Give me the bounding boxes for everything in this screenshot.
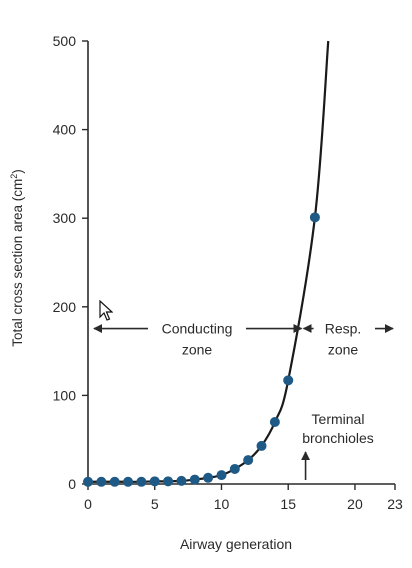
data-point	[256, 440, 267, 451]
data-point	[189, 474, 200, 485]
resp-zone-label: zone	[328, 342, 359, 358]
data-point	[309, 212, 320, 223]
data-point	[163, 476, 174, 487]
data-point	[243, 455, 254, 466]
data-point	[123, 476, 134, 487]
x-tick-label: 23	[387, 496, 403, 512]
y-tick-label: 300	[53, 210, 77, 226]
y-tick-label: 500	[53, 33, 77, 49]
data-point	[283, 375, 294, 386]
data-point	[149, 476, 160, 487]
x-tick-label: 10	[214, 496, 230, 512]
data-curve	[87, 40, 330, 483]
x-tick-label: 15	[280, 496, 296, 512]
mouse-cursor-icon	[99, 300, 113, 321]
data-point	[176, 475, 187, 486]
x-tick-label: 20	[347, 496, 363, 512]
data-point	[109, 476, 120, 487]
y-tick-label: 0	[68, 476, 76, 492]
y-tick-label: 200	[53, 299, 77, 315]
data-point	[229, 463, 240, 474]
terminal-bronchioles-label: bronchioles	[302, 430, 374, 446]
conducting-zone-label: Conducting	[162, 321, 233, 337]
data-point	[96, 476, 107, 487]
resp-zone-label: Resp.	[325, 321, 362, 337]
data-point	[269, 416, 280, 427]
data-point	[216, 470, 227, 481]
x-tick-label: 0	[84, 496, 92, 512]
y-axis-label: Total cross section area (cm2)	[9, 169, 25, 347]
y-tick-label: 400	[53, 122, 77, 138]
data-point	[203, 472, 214, 483]
data-point	[136, 476, 147, 487]
terminal-bronchioles-label: Terminal	[312, 411, 365, 427]
y-tick-label: 100	[53, 387, 77, 403]
x-tick-label: 5	[151, 496, 159, 512]
data-point	[83, 476, 93, 487]
x-axis-label: Airway generation	[180, 536, 292, 552]
conducting-zone-label: zone	[182, 342, 213, 358]
